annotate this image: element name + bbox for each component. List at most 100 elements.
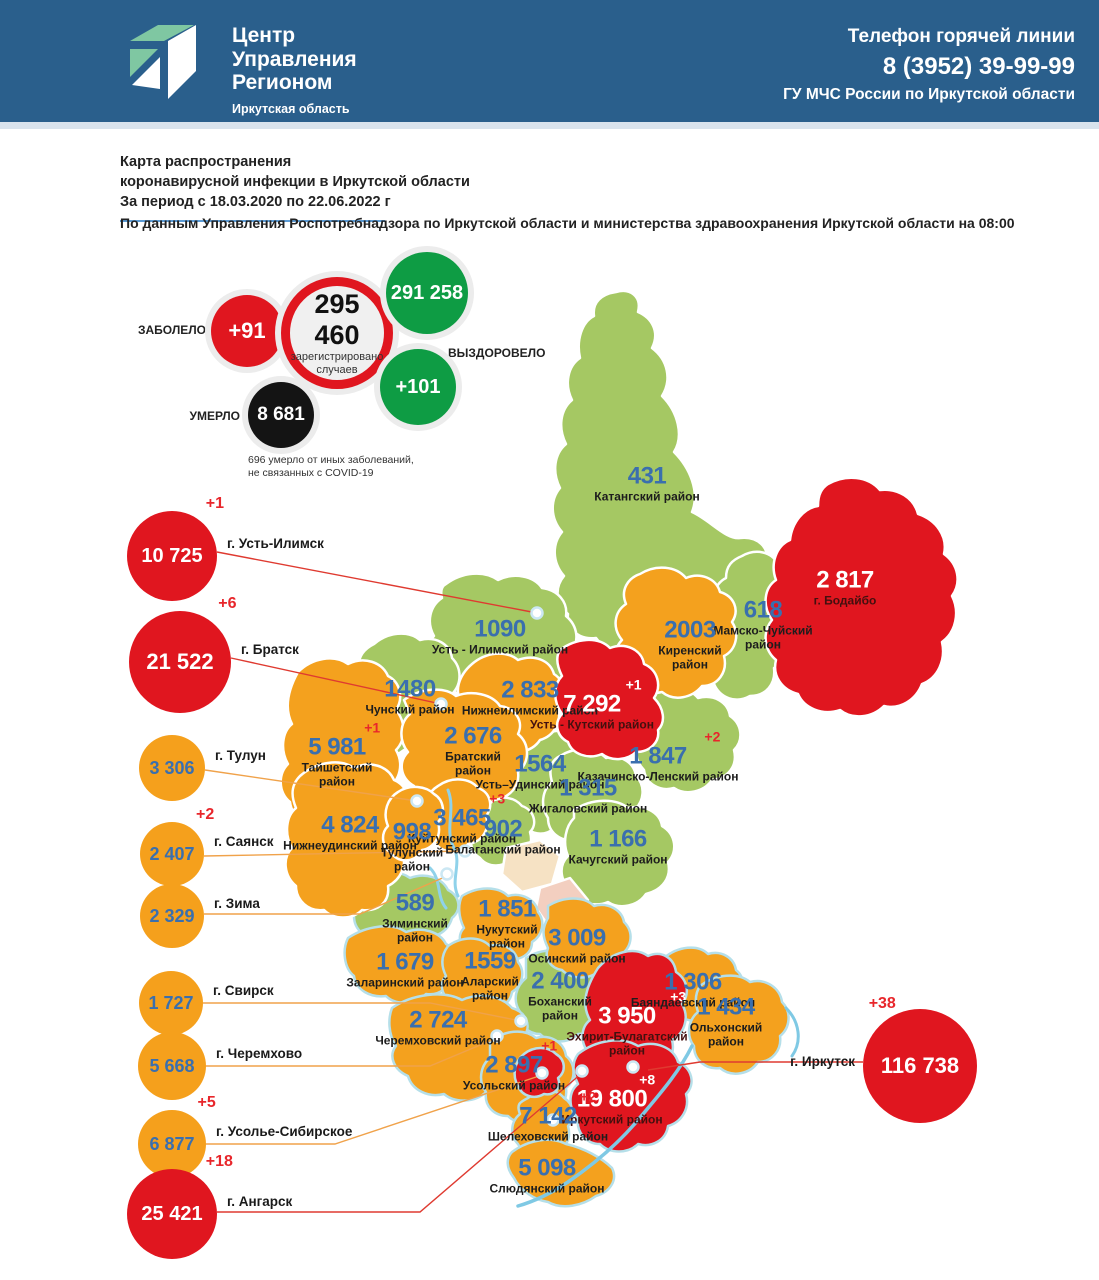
region-name: Усть - Кутский район: [530, 717, 654, 732]
region-name: Нижнеудинский район: [283, 838, 417, 853]
died-note: 696 умерло от иных заболеваний, не связа…: [248, 454, 414, 480]
city-circle-zima: 2 329: [140, 884, 204, 948]
region-name: Зиминский район: [382, 916, 448, 945]
city-dot: [530, 606, 544, 620]
city-delta-angarsk: +18: [205, 1153, 233, 1170]
region-count: 589: [395, 889, 435, 917]
region-name: Тайшетский район: [301, 760, 373, 789]
region-count: 1564: [514, 750, 566, 778]
city-label-svirsk: г. Свирск: [213, 983, 274, 998]
region-name: Катангский район: [594, 489, 700, 504]
region-label-nukutsky: 1 851 Нукутский район: [457, 895, 557, 952]
district-tulunsky: [381, 785, 445, 862]
city-label-tulun: г. Тулун: [215, 748, 266, 763]
region-delta: +1: [625, 676, 642, 693]
city-circle-cheremkhovo: 5 668: [138, 1032, 206, 1100]
region-count: 2 400: [531, 967, 589, 995]
region-label-cheremkhovsky: 2 724 Черемховский район: [368, 1006, 508, 1049]
region-count: 19 800: [576, 1085, 648, 1113]
sick-delta-circle: +91: [211, 295, 283, 367]
registered-caption: зарегистрировано случаев: [290, 351, 384, 376]
region-label-katangsky: 431 Катангский район: [572, 463, 722, 505]
city-label-angarsk: г. Ангарск: [227, 1194, 293, 1209]
data-source-subtitle: По данным Управления Роспотребнадзора по…: [120, 215, 1015, 231]
region-name: Усольский район: [462, 1078, 566, 1093]
region-label-ziminsky: 589 Зиминский район: [365, 889, 465, 946]
died-label: УМЕРЛО: [189, 409, 240, 423]
region-label-osinsky: 3 009 Осинский район: [527, 925, 627, 967]
region-label-bratsky: 2 676 Братский район: [428, 722, 518, 779]
region-count: 7 142: [519, 1102, 577, 1130]
city-circle-bratsk: 21 522: [129, 611, 231, 713]
city-circle-tulun: 3 306: [139, 735, 205, 801]
hotline-org: ГУ МЧС России по Иркутской области: [783, 86, 1075, 103]
region-label-bayandaevsky: 1 306 Баяндаевский район: [628, 969, 758, 1011]
region-name: Черемховский район: [375, 1033, 501, 1048]
city-dot: [535, 1066, 549, 1080]
died-circle: 8 681: [248, 382, 314, 448]
region-count: 4 824: [321, 811, 379, 839]
city-delta-ust-ilimsk: +1: [205, 495, 224, 512]
region-count: 2 724: [409, 1006, 467, 1034]
district-kachugsky: [560, 799, 676, 908]
city-delta-irkutsk: +38: [868, 995, 896, 1012]
title-line2: коронавирусной инфекции в Иркутской обла…: [120, 174, 470, 190]
region-count: 1 166: [589, 825, 647, 853]
region-name: Казачинско-Ленский район: [577, 769, 739, 784]
region-label-balagansky: 902 Балаганский район: [443, 815, 563, 858]
region-name: Заларинский район: [346, 975, 464, 990]
region-count: 2 676: [444, 722, 502, 750]
org-region: Иркутская область: [232, 101, 350, 116]
city-label-usolye: г. Усолье-Сибирское: [216, 1124, 353, 1139]
org-line3: Регионом: [232, 71, 333, 95]
region-name: Боханский район: [528, 994, 592, 1023]
region-name: Жигаловский район: [528, 801, 648, 816]
title-line3: За период с 18.03.2020 по 22.06.2022 г: [120, 194, 391, 210]
hotline-phone: 8 (3952) 39-99-99: [882, 53, 1075, 80]
region-name: Куйтунский район: [407, 831, 517, 846]
region-label-usolsky: +1 2 897 Усольский район: [459, 1039, 569, 1094]
region-label-taishetsky: +1 5 981 Тайшетский район: [282, 721, 392, 790]
region-label-ust-kutsky: +1 7 292 Усть - Кутский район: [527, 678, 657, 733]
city-circle-svirsk: 1 727: [139, 971, 203, 1035]
city-label-cheremkhovo: г. Черемхово: [216, 1046, 303, 1061]
org-line2: Управления: [232, 47, 357, 71]
region-delta: +8: [639, 1071, 656, 1088]
callout-line-usolye: [206, 1074, 543, 1145]
recovered-delta-circle: +101: [380, 349, 456, 425]
city-label-irkutsk: г. Иркутск: [790, 1054, 855, 1069]
region-count: 1 434: [697, 993, 755, 1021]
city-dot: [458, 844, 472, 858]
map-title: Карта распространения коронавирусной инф…: [120, 152, 470, 222]
olkhon-shore-line: [784, 1006, 800, 1058]
callout-line-zima: [204, 875, 448, 915]
region-name: Слюдянский район: [489, 1181, 605, 1196]
hotline-block: Телефон горячей линии 8 (3952) 39-99-99 …: [783, 26, 1075, 104]
region-label-slyudyansky: 5 098 Слюдянский район: [489, 1154, 605, 1197]
region-name: Усть–Удинский район: [475, 777, 605, 792]
region-count: 902: [483, 815, 523, 843]
region-delta: +3: [489, 790, 506, 807]
region-label-ust-ilimsky: 1090 Усть - Илимский район: [430, 616, 570, 658]
city-circle-angarsk: 25 421: [127, 1169, 217, 1259]
region-label-zalarinsky: 1 679 Заларинский район: [345, 949, 465, 991]
district-shapes: [279, 289, 959, 1208]
city-delta-sayansk: +2: [196, 806, 215, 823]
region-label-kirensky: 2003 Киренский район: [640, 616, 740, 673]
region-label-zhigalovsky: 1 315 Жигаловский район: [528, 775, 648, 817]
city-dot: [546, 1113, 560, 1127]
sick-label: ЗАБОЛЕЛО: [137, 323, 206, 337]
region-count: 1 847: [629, 742, 687, 770]
city-dot: [434, 697, 448, 711]
region-count: 1 851: [478, 895, 536, 923]
city-label-sayansk: г. Саянск: [214, 834, 274, 849]
region-management-center-logo-icon: [130, 25, 196, 99]
bratsk-reservoir-line: [446, 788, 460, 898]
city-circle-sayansk: 2 407: [140, 822, 204, 886]
region-name: Усть - Илимский район: [431, 642, 569, 657]
region-count: 2003: [664, 616, 716, 644]
region-count: 5 098: [518, 1154, 576, 1182]
district-bratsky: [400, 688, 529, 810]
